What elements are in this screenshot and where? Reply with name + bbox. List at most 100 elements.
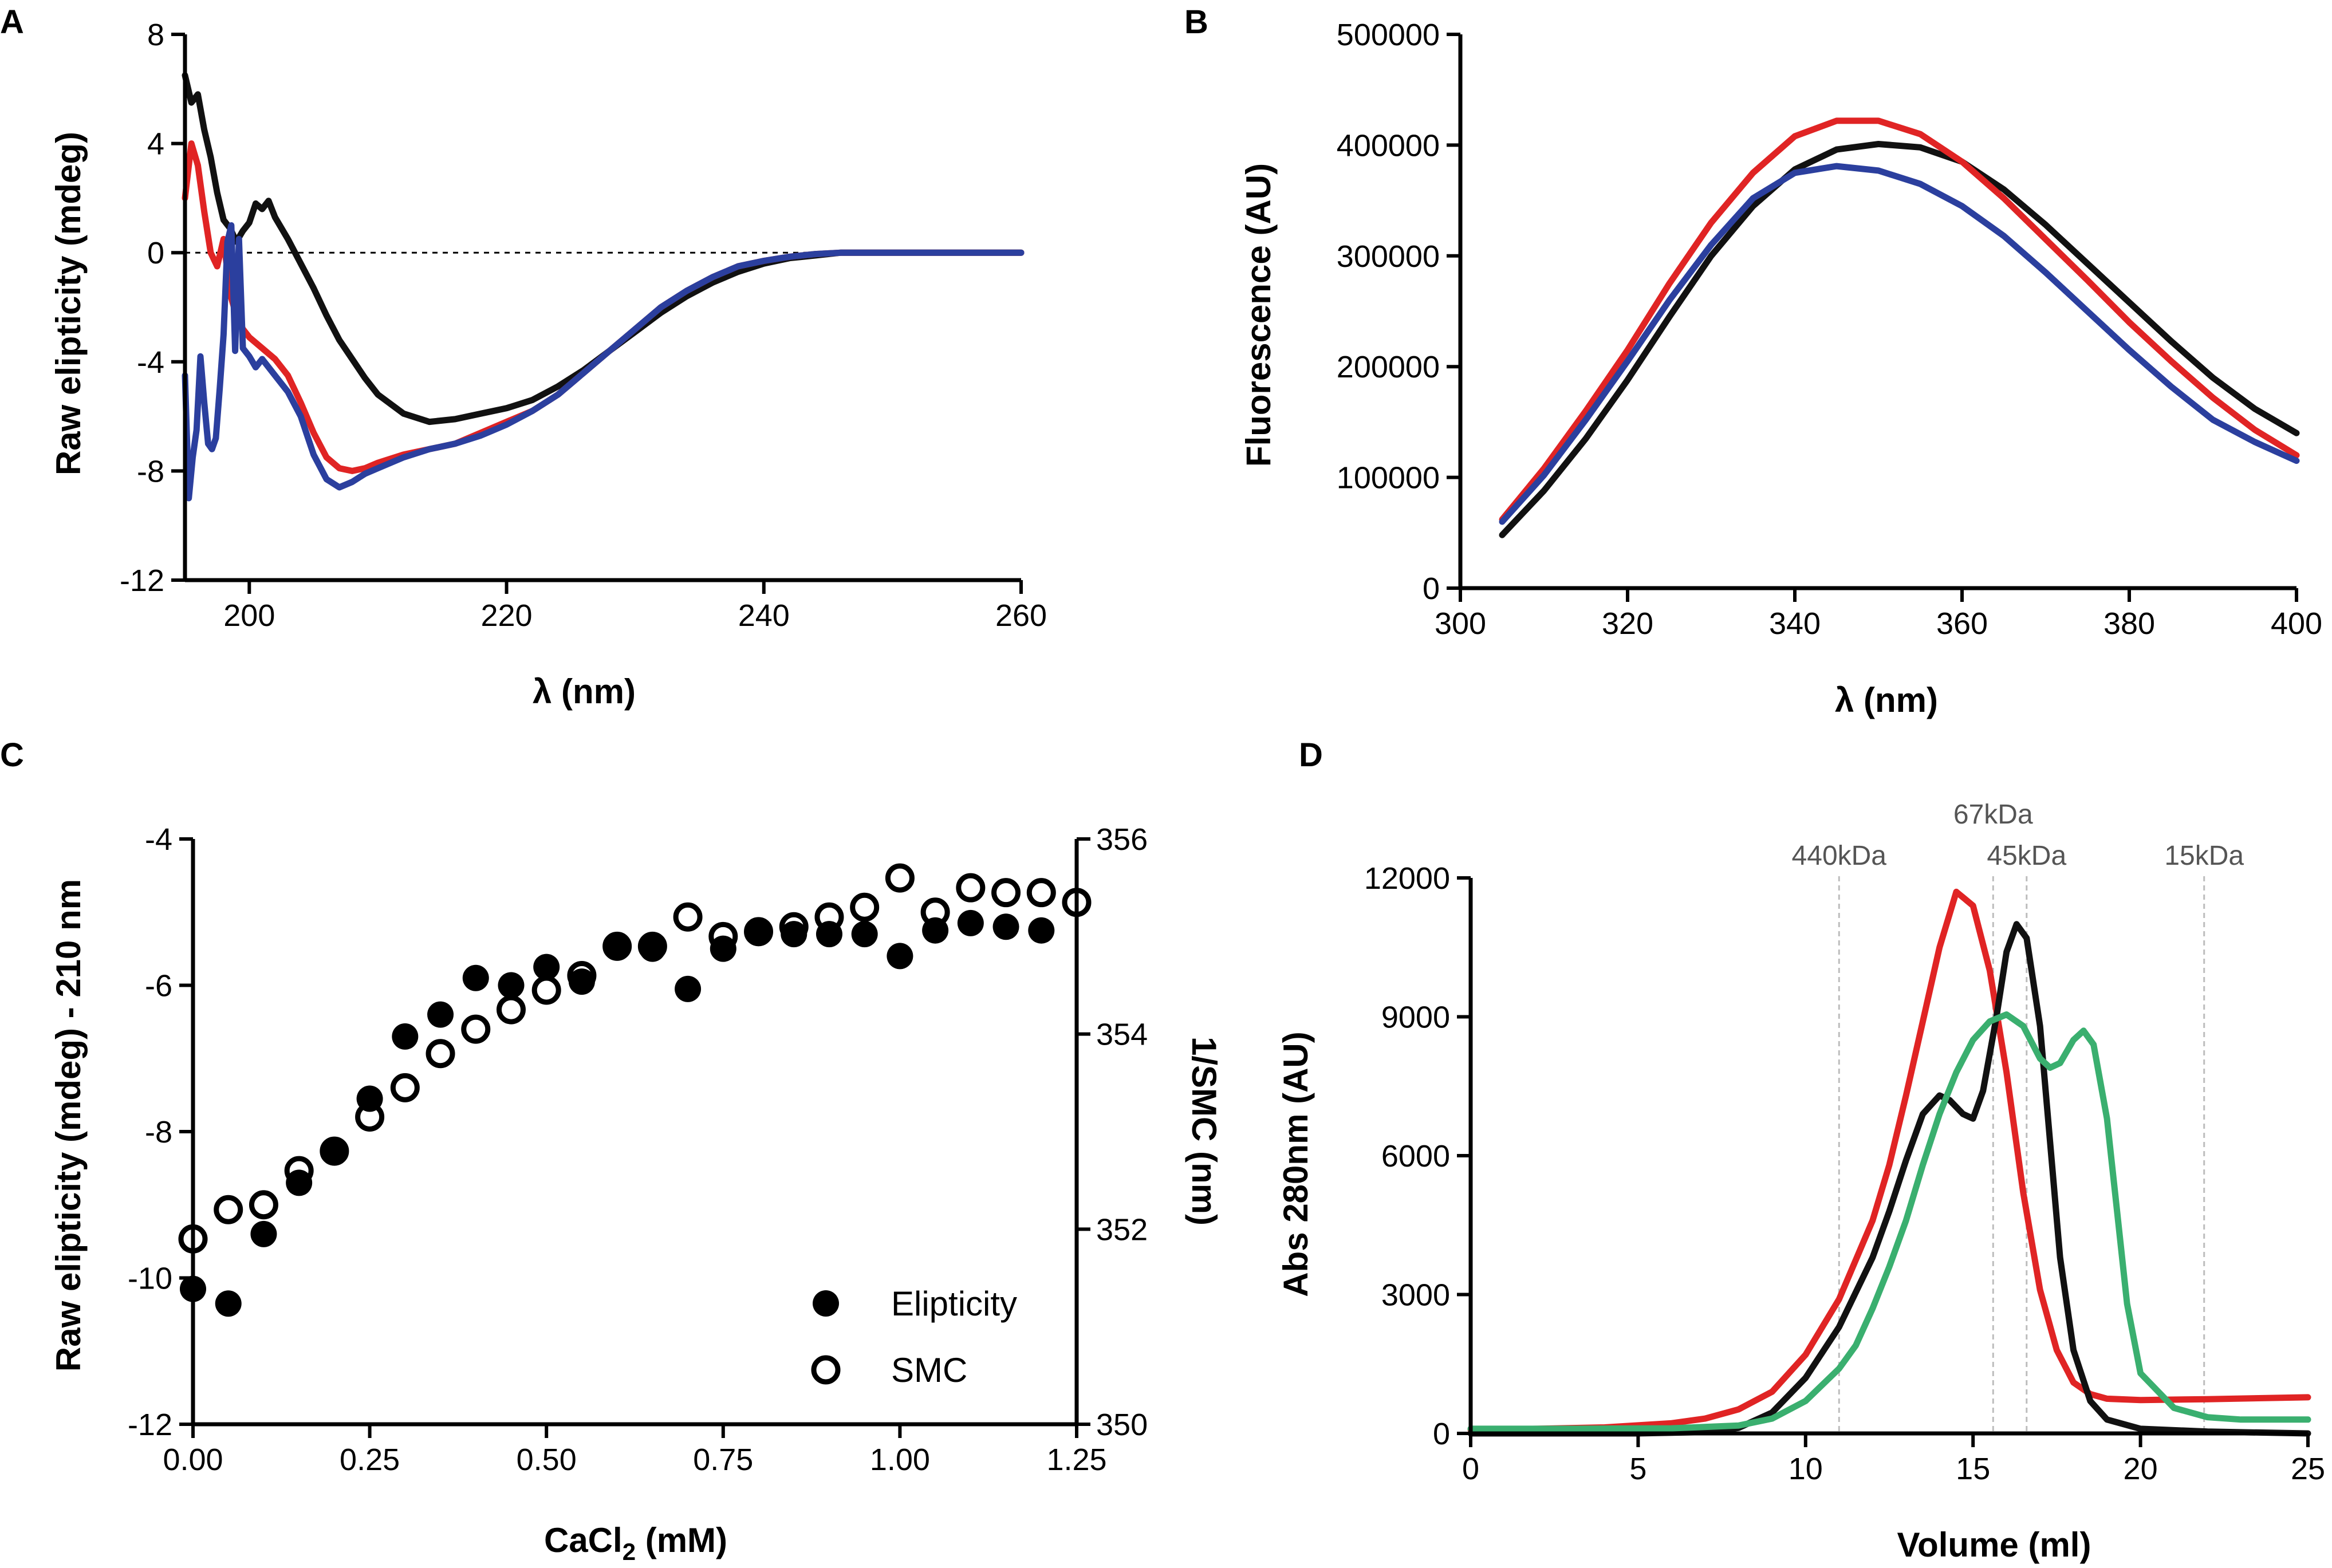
panel-b-series-red xyxy=(1499,117,2300,523)
panel-c-y-tick-label: -6 xyxy=(145,969,172,1003)
panel-c-y-tick-label: -12 xyxy=(128,1408,172,1442)
panel-c-legend: Elipticity SMC xyxy=(811,1285,1017,1389)
panel-b-series xyxy=(1499,117,2300,538)
elipticity-point xyxy=(392,1023,419,1050)
smc-point xyxy=(496,995,526,1025)
panel-a-letter: A xyxy=(0,3,24,41)
elipticity-point xyxy=(710,935,736,962)
panel-d-series-green xyxy=(1467,1011,2311,1432)
panel-a-series-red xyxy=(182,140,1025,474)
panel-a-y-tick-label: 8 xyxy=(147,18,164,52)
elipticity-point xyxy=(604,932,631,959)
panel-a-x-tick-label: 220 xyxy=(480,598,532,633)
panel-a-y-tick-label: 4 xyxy=(147,127,164,161)
panel-d-y-tick-label: 3000 xyxy=(1381,1278,1450,1313)
panel-b-y-tick-label: 100000 xyxy=(1337,461,1440,495)
smc-point xyxy=(673,902,703,932)
elipticity-point xyxy=(745,917,772,944)
panel-a-series xyxy=(182,72,1025,502)
panel-a-series-blue xyxy=(182,222,1025,502)
elipticity-point xyxy=(356,1085,383,1112)
panel-d-y-tick-label: 12000 xyxy=(1364,861,1450,896)
smc-point xyxy=(214,1195,243,1224)
panel-b-x-tick-label: 320 xyxy=(1602,606,1653,641)
legend-smc-label: SMC xyxy=(891,1351,967,1389)
panel-b-y-tick-label: 200000 xyxy=(1337,350,1440,384)
panel-a-x-axis-title: λ (nm) xyxy=(533,672,636,711)
panel-c-ticks: 0.00 0.25 0.50 0.75 1.00 1.25 -12 -10 -8 -6 -4 350 3… xyxy=(128,822,1148,1477)
elipticity-point xyxy=(321,1136,348,1163)
panel-d-x-tick-label: 15 xyxy=(1956,1452,1990,1486)
mw-marker-label: 15kDa xyxy=(2164,841,2244,871)
panel-c-x-tick-label: 0.50 xyxy=(517,1443,577,1477)
panel-d-y-axis-title: Abs 280nm (AU) xyxy=(1277,1031,1315,1297)
panel-d-letter: D xyxy=(1299,736,1323,774)
panel-b-x-tick-label: 300 xyxy=(1435,606,1486,641)
panel-c-x-tick-label: 0.25 xyxy=(340,1443,400,1477)
panel-c-y-right-tick-label: 356 xyxy=(1096,822,1148,857)
panel-b-letter: B xyxy=(1184,3,1208,41)
panel-a-series-black xyxy=(182,72,1025,426)
panel-a-axes xyxy=(183,34,1021,582)
elipticity-point xyxy=(462,964,489,991)
panel-b-series-black xyxy=(1499,141,2300,538)
panel-d-series-black xyxy=(1467,921,2311,1437)
elipticity-point xyxy=(250,1220,277,1247)
panel-b-axes xyxy=(1458,34,2296,590)
panel-b-y-axis-title: Fluorescence (AU) xyxy=(1239,163,1278,467)
panel-c: C 0.00 0.25 0.50 0.75 1.00 1.25 -12 -10 -8 -6 -4 35… xyxy=(0,736,1223,1565)
panel-d-x-tick-label: 0 xyxy=(1462,1452,1479,1486)
panel-d-x-tick-label: 10 xyxy=(1789,1452,1823,1486)
panel-b-y-tick-label: 300000 xyxy=(1337,239,1440,274)
smc-point xyxy=(461,1014,491,1044)
panel-c-y-right-tick-label: 354 xyxy=(1096,1018,1148,1052)
mw-marker-label: 440kDa xyxy=(1792,841,1887,871)
panel-c-y-tick-label: -4 xyxy=(145,822,172,857)
panel-d-x-tick-label: 20 xyxy=(2124,1452,2158,1486)
panel-c-x-tick-label: 0.00 xyxy=(163,1443,223,1477)
elipticity-point xyxy=(675,975,702,1002)
panel-d-y-tick-label: 0 xyxy=(1433,1417,1450,1451)
smc-point xyxy=(850,892,880,922)
legend-elipticity-marker xyxy=(813,1290,839,1317)
smc-point xyxy=(426,1039,455,1069)
panel-b-x-axis-title: λ (nm) xyxy=(1835,681,1938,719)
elipticity-point xyxy=(816,921,842,948)
smc-point xyxy=(249,1190,278,1220)
smc-point xyxy=(390,1073,420,1102)
elipticity-point xyxy=(922,917,949,944)
panel-b-series-blue xyxy=(1499,163,2300,525)
panel-d-x-axis-title: Volume (ml) xyxy=(1897,1526,2091,1564)
panel-c-y-right-axis-title: 1/SMC (nm) xyxy=(1185,1037,1223,1226)
panel-d-series-red xyxy=(1467,888,2311,1433)
panel-c-x-axis-title-main: CaCl xyxy=(544,1521,623,1559)
panel-a: A 200 220 240 260 -12 -8 -4 0 4 8 λ (nm) Raw elip… xyxy=(0,3,1047,711)
panel-b-x-tick-label: 400 xyxy=(2271,606,2322,641)
elipticity-point xyxy=(639,935,666,962)
smc-point xyxy=(991,878,1021,908)
elipticity-point xyxy=(781,921,807,948)
panel-c-y-tick-label: -10 xyxy=(128,1262,172,1296)
panel-d-ticks: 0 5 10 15 20 25 0 3000 6000 9000 12000 xyxy=(1364,861,2325,1486)
mw-marker-label: 67kDa xyxy=(1953,799,2033,830)
panel-a-x-tick-label: 200 xyxy=(223,598,275,633)
panel-a-ticks: 200 220 240 260 -12 -8 -4 0 4 8 xyxy=(120,18,1047,633)
panel-a-x-tick-label: 260 xyxy=(995,598,1047,633)
panel-a-y-tick-label: -8 xyxy=(137,454,164,488)
elipticity-point xyxy=(427,1001,454,1028)
panel-b-x-tick-label: 340 xyxy=(1769,606,1821,641)
elipticity-point xyxy=(568,968,595,995)
panel-a-y-tick-label: 0 xyxy=(147,236,164,270)
panel-b-x-tick-label: 360 xyxy=(1936,606,1988,641)
elipticity-point xyxy=(286,1169,313,1196)
panel-b: B 300 320 340 360 380 400 0 100000 200000 300000 4… xyxy=(1184,3,2322,719)
panel-c-letter: C xyxy=(0,736,24,774)
panel-c-series xyxy=(178,863,1092,1317)
panel-b-y-tick-label: 500000 xyxy=(1337,18,1440,52)
panel-d-y-tick-label: 9000 xyxy=(1381,1000,1450,1035)
panel-c-y-right-tick-label: 352 xyxy=(1096,1212,1148,1247)
panel-b-ticks: 300 320 340 360 380 400 0 100000 200000 300000 400… xyxy=(1337,18,2322,641)
panel-a-x-tick-label: 240 xyxy=(738,598,790,633)
smc-point xyxy=(956,873,986,903)
